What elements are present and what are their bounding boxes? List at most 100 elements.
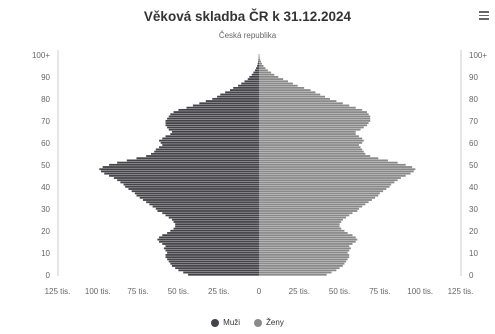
x-tick-label: 125 tis. xyxy=(45,287,71,296)
bar-women-age-50 xyxy=(259,163,406,166)
bar-men-age-41 xyxy=(123,183,259,186)
bar-men-age-92 xyxy=(253,71,259,74)
bar-women-age-31 xyxy=(259,205,363,208)
bar-women-age-81 xyxy=(259,95,326,98)
bar-men-age-2 xyxy=(178,269,259,272)
bar-men-age-61 xyxy=(159,139,259,142)
bar-men-age-18 xyxy=(162,234,259,237)
bar-women-age-61 xyxy=(259,139,364,142)
bar-women-age-21 xyxy=(259,227,342,230)
bar-women-age-90 xyxy=(259,75,279,78)
bar-women-age-96 xyxy=(259,62,262,65)
bar-men-age-45 xyxy=(109,174,259,177)
legend-item-men[interactable]: Muži xyxy=(211,318,240,327)
bar-women-age-3 xyxy=(259,267,340,270)
bar-men-age-51 xyxy=(117,161,259,164)
bar-men-age-65 xyxy=(171,130,259,133)
bar-women-age-7 xyxy=(259,258,348,261)
bar-men-age-47 xyxy=(101,170,259,173)
bar-women-age-79 xyxy=(259,100,337,103)
bar-men-age-33 xyxy=(146,201,259,204)
legend-label-men: Muži xyxy=(223,318,241,327)
x-tick-label: 50 tis. xyxy=(168,287,189,296)
bar-women-age-91 xyxy=(259,73,275,76)
bar-men-age-70 xyxy=(165,119,259,122)
bar-women-age-18 xyxy=(259,234,353,237)
bar-men-age-53 xyxy=(136,157,259,160)
y-tick-label-left: 20 xyxy=(41,227,50,236)
bar-women-age-83 xyxy=(259,91,316,94)
y-tick-label-left: 10 xyxy=(41,249,50,258)
bar-women-age-97 xyxy=(259,60,261,63)
bar-men-age-29 xyxy=(157,210,259,212)
y-tick-label-right: 0 xyxy=(469,271,474,280)
bar-men-age-68 xyxy=(165,124,259,127)
bar-men-age-95 xyxy=(257,64,259,67)
bar-women-age-19 xyxy=(259,232,348,234)
y-tick-label-right: 10 xyxy=(469,249,478,258)
bar-women-age-12 xyxy=(259,247,351,250)
bar-women-age-41 xyxy=(259,183,392,186)
bar-men-age-89 xyxy=(247,78,259,81)
bar-men-age-23 xyxy=(175,223,259,226)
bar-women-age-84 xyxy=(259,89,311,92)
bar-women-age-85 xyxy=(259,86,305,89)
bar-women-age-95 xyxy=(259,64,264,67)
bar-men-age-19 xyxy=(167,232,259,234)
bar-women-age-55 xyxy=(259,152,366,155)
bar-women-age-15 xyxy=(259,240,356,243)
x-tick-label: 25 tis. xyxy=(289,287,310,296)
bar-men-age-59 xyxy=(162,144,259,146)
legend-item-women[interactable]: Ženy xyxy=(254,318,284,327)
bar-men-age-63 xyxy=(165,135,259,138)
bar-men-age-94 xyxy=(256,67,259,70)
bar-men-age-71 xyxy=(167,117,259,120)
bar-women-age-62 xyxy=(259,137,363,140)
bar-women-age-52 xyxy=(259,159,388,162)
bar-women-age-34 xyxy=(259,199,372,201)
bar-men-age-11 xyxy=(165,249,259,252)
bar-men-age-91 xyxy=(251,73,259,76)
bar-men-age-4 xyxy=(171,265,259,267)
bar-women-age-38 xyxy=(259,190,384,193)
bar-women-age-36 xyxy=(259,194,379,197)
y-tick-label-left: 0 xyxy=(46,271,51,280)
bar-men-age-49 xyxy=(102,166,259,168)
bar-men-age-6 xyxy=(168,260,259,263)
bar-women-age-98 xyxy=(259,58,261,61)
bar-men-age-93 xyxy=(254,69,259,72)
hamburger-menu-icon[interactable] xyxy=(479,11,489,21)
y-tick-label-right: 90 xyxy=(469,73,478,82)
bar-men-age-82 xyxy=(220,93,259,96)
bar-men-age-78 xyxy=(199,102,259,105)
bar-women-age-60 xyxy=(259,141,363,144)
bar-men-age-69 xyxy=(165,122,259,124)
bar-men-age-62 xyxy=(162,137,259,140)
bar-men-age-32 xyxy=(149,203,259,206)
bar-women-age-65 xyxy=(259,130,356,133)
bar-men-age-15 xyxy=(159,240,259,243)
bar-women-age-47 xyxy=(259,170,414,173)
bar-men-age-24 xyxy=(173,221,259,223)
bar-men-age-42 xyxy=(120,181,259,184)
bar-men-age-40 xyxy=(125,185,259,188)
bar-women-age-92 xyxy=(259,71,272,74)
bar-women-age-25 xyxy=(259,218,343,221)
bar-men-age-50 xyxy=(109,163,259,166)
bar-women-age-11 xyxy=(259,249,350,252)
bar-women-age-14 xyxy=(259,243,353,245)
bar-women-age-24 xyxy=(259,221,342,223)
bar-women-age-26 xyxy=(259,216,347,219)
bar-men-age-75 xyxy=(178,108,259,111)
bar-women-age-20 xyxy=(259,229,345,232)
bar-men-age-9 xyxy=(165,254,259,256)
bar-men-age-16 xyxy=(157,238,259,241)
bar-women-age-57 xyxy=(259,148,363,151)
bar-men-age-90 xyxy=(249,75,259,78)
bar-men-age-72 xyxy=(168,115,259,118)
y-tick-label-right: 60 xyxy=(469,139,478,148)
y-tick-label-left: 60 xyxy=(41,139,50,148)
bar-women-age-78 xyxy=(259,102,343,105)
bar-men-age-13 xyxy=(165,245,259,248)
